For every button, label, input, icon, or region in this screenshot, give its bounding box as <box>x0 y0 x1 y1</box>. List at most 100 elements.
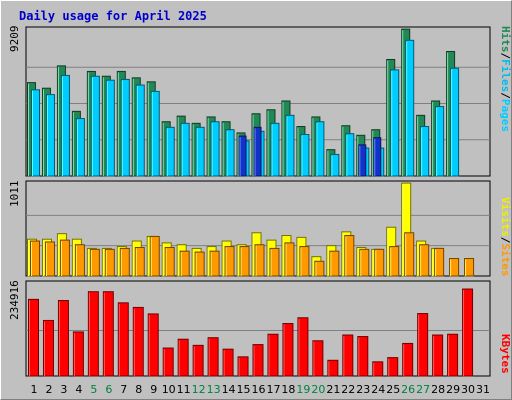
kbytes-bar <box>267 333 279 377</box>
sites-bar <box>119 247 130 277</box>
day-label: 29 <box>446 383 460 396</box>
files-bar <box>285 114 295 177</box>
kbytes-panel <box>25 280 491 377</box>
sites-bar <box>434 247 445 277</box>
day-label: 18 <box>281 383 295 396</box>
day-label: 12 <box>192 383 206 396</box>
hits-files-pages-legend: Hits/Files/Pages <box>499 26 512 132</box>
day-label: 25 <box>386 383 400 396</box>
sites-bar <box>224 246 235 277</box>
legend-part: Sites <box>499 243 512 276</box>
files-bar <box>75 118 85 177</box>
files-bar <box>120 78 130 177</box>
sites-bar <box>239 246 250 277</box>
kbytes-bar <box>447 333 459 377</box>
day-label: 6 <box>105 383 112 396</box>
files-bar <box>225 129 235 177</box>
day-label: 13 <box>207 383 221 396</box>
files-bar <box>450 67 460 177</box>
day-label: 9 <box>150 383 157 396</box>
day-label: 8 <box>135 383 142 396</box>
kbytes-bar <box>237 356 249 377</box>
visits-sites-legend: Visits/Sites <box>499 197 512 277</box>
hits-files-pages-panel <box>25 26 491 177</box>
sites-bar <box>389 246 400 277</box>
day-label: 5 <box>90 383 97 396</box>
day-label: 4 <box>75 383 82 396</box>
files-bar <box>405 39 415 177</box>
day-label: 31 <box>476 383 490 396</box>
files-bar <box>150 90 160 177</box>
day-label: 20 <box>311 383 325 396</box>
chart-title: Daily usage for April 2025 <box>19 9 207 23</box>
pages-bar <box>238 135 247 177</box>
kbytes-bar <box>402 342 414 377</box>
kbytes-bar <box>57 300 69 377</box>
kbytes-bar <box>342 334 354 377</box>
files-bar <box>420 126 430 177</box>
kbytes-bar <box>387 357 399 377</box>
sites-bar <box>74 244 85 277</box>
sites-bar <box>404 232 415 277</box>
kbytes-bar <box>117 302 129 377</box>
sites-bar <box>464 258 475 277</box>
files-bar <box>31 89 40 177</box>
kbytes-bar <box>177 338 189 377</box>
sites-bar <box>374 248 385 277</box>
kbytes-bar <box>297 317 309 377</box>
files-bar <box>270 122 280 177</box>
day-label: 27 <box>416 383 430 396</box>
files-bar <box>45 94 55 177</box>
kbytes-bar <box>462 288 474 377</box>
sites-bar <box>344 235 355 277</box>
kbytes-bar <box>252 344 264 377</box>
legend-part: Visits <box>499 197 512 237</box>
legend-part: KBytes <box>499 334 512 374</box>
visits-ymax-label: 1011 <box>8 181 21 208</box>
sites-bar <box>59 239 70 277</box>
day-label: 21 <box>326 383 340 396</box>
kbytes-bar <box>87 291 99 377</box>
kbytes-bar <box>102 291 114 377</box>
kbytes-bar <box>147 313 159 377</box>
sites-bar <box>164 246 175 277</box>
sites-bar <box>209 250 220 277</box>
files-bar <box>300 133 310 177</box>
day-label: 16 <box>252 383 266 396</box>
kbytes-bar <box>432 334 444 377</box>
day-label: 30 <box>461 383 475 396</box>
sites-bar <box>359 248 370 277</box>
day-label: 7 <box>120 383 127 396</box>
hits-ymax-label: 9209 <box>8 26 21 53</box>
legend-part: / <box>499 92 512 99</box>
kbytes-bar <box>312 340 324 377</box>
sites-bar <box>194 251 205 277</box>
files-bar <box>195 126 205 177</box>
kbytes-bar <box>417 313 429 377</box>
files-bar <box>210 121 220 177</box>
sites-bar <box>149 235 160 277</box>
day-label: 15 <box>237 383 251 396</box>
kbytes-bar <box>327 359 339 377</box>
day-label: 14 <box>222 383 236 396</box>
legend-part: / <box>499 53 512 60</box>
legend-part: / <box>499 237 512 244</box>
kbytes-bar <box>192 344 204 377</box>
files-bar <box>105 79 115 177</box>
kbytes-bar <box>42 319 54 377</box>
kbytes-bar <box>28 298 39 377</box>
kbytes-legend: KBytes <box>499 334 512 374</box>
sites-bar <box>254 244 265 277</box>
day-label: 3 <box>60 383 67 396</box>
sites-bar <box>314 260 325 277</box>
kbytes-bar <box>282 323 294 377</box>
kbytes-bar <box>372 361 384 377</box>
kbytes-bar <box>162 347 174 377</box>
legend-part: Files <box>499 59 512 92</box>
day-label: 2 <box>45 383 52 396</box>
files-bar <box>180 122 190 177</box>
files-bar <box>90 75 100 177</box>
sites-bar <box>269 247 280 277</box>
day-axis-labels: 1 2 3 4 5 6 7 8 9 10 11 12 13 14 15 16 17 18 19 20 21 22 23 24 2… <box>30 383 490 396</box>
day-label: 26 <box>401 383 415 396</box>
